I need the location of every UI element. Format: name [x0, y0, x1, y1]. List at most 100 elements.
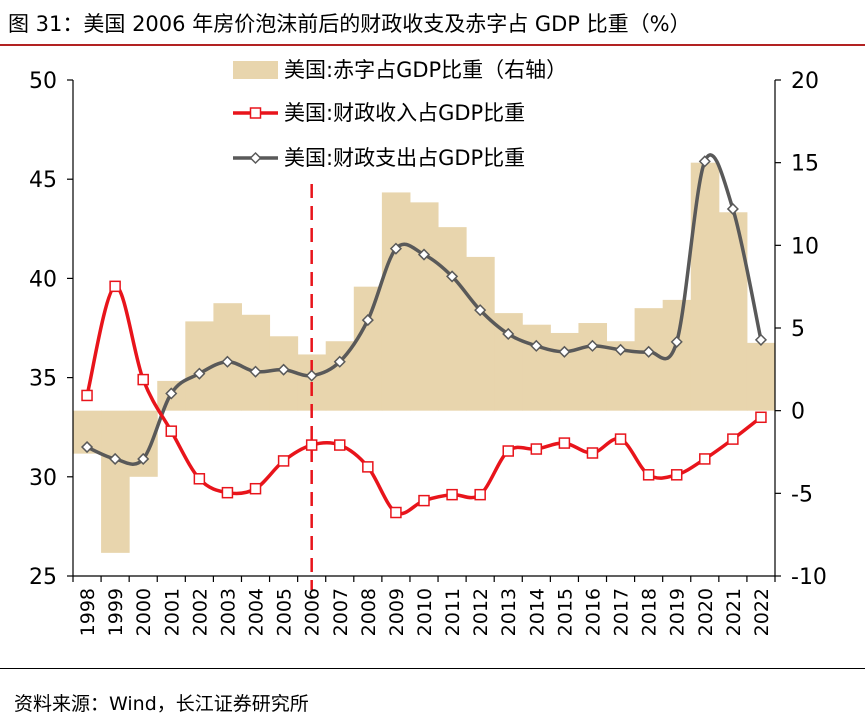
expenditure-point-2009: [389, 242, 402, 255]
revenue-point-2007: [334, 439, 346, 451]
x-tick-label-1999: 1999: [105, 588, 127, 636]
revenue-point-2004: [249, 482, 262, 495]
revenue-point-2001: [165, 425, 178, 437]
deficit-bar-2015: [550, 332, 579, 411]
revenue-point-2019: [670, 469, 683, 481]
revenue-point-2018: [642, 469, 655, 481]
revenue-point-2015: [558, 437, 571, 449]
right-tick-label--10: -10: [791, 565, 827, 590]
source-note: 资料来源：Wind，长江证券研究所: [14, 693, 309, 715]
left-tick-label-50: 50: [29, 69, 57, 94]
revenue-point-2008: [362, 461, 374, 473]
figure-title: 图 31：美国 2006 年房价泡沫前后的财政收支及赤字占 GDP 比重（%）: [8, 12, 691, 36]
revenue-point-2003: [221, 486, 234, 499]
x-tick-label-2010: 2010: [414, 588, 436, 636]
legend-label-revenue: 美国:财政收入占GDP比重: [284, 101, 525, 125]
deficit-bar-2016: [578, 323, 608, 411]
expenditure-point-2013: [502, 327, 515, 341]
deficit-bar-2012: [466, 256, 495, 411]
revenue-point-2017: [614, 433, 627, 445]
right-tick-label-10: 10: [791, 234, 819, 259]
revenue-point-1998: [81, 389, 93, 402]
x-tick-label-2014: 2014: [526, 588, 548, 636]
expenditure-point-2014: [530, 339, 543, 352]
x-tick-label-2000: 2000: [133, 588, 155, 636]
revenue-point-1999: [109, 280, 121, 293]
left-tick-label-35: 35: [29, 367, 57, 392]
legend-label-deficit: 美国:赤字占GDP比重（右轴）: [284, 58, 567, 82]
expenditure-point-2017: [614, 343, 627, 356]
revenue-point-2014: [530, 443, 543, 455]
revenue-point-2020: [699, 453, 711, 465]
expenditure-point-2022: [754, 333, 768, 346]
x-tick-label-2012: 2012: [470, 588, 492, 636]
expenditure-point-2005: [277, 363, 290, 376]
left-tick-label-30: 30: [29, 466, 57, 491]
legend-marker-revenue: [249, 107, 262, 119]
x-tick-label-2015: 2015: [554, 588, 576, 636]
deficit-bar-2019: [662, 299, 692, 411]
x-tick-label-2013: 2013: [498, 588, 520, 636]
x-tick-label-2001: 2001: [161, 588, 183, 636]
deficit-bar-2014: [522, 324, 551, 411]
right-tick-label-15: 15: [791, 152, 819, 177]
left-tick-label-40: 40: [29, 267, 57, 292]
series-lines: [80, 153, 768, 519]
deficit-bar-2020: [690, 162, 720, 411]
footer-rule: [0, 668, 865, 669]
revenue-point-2006: [305, 439, 318, 451]
deficit-bar-2011: [438, 227, 467, 411]
x-tick-label-2008: 2008: [358, 588, 380, 636]
revenue-point-2021: [727, 433, 739, 445]
right-tick-label--5: -5: [791, 482, 813, 507]
revenue-point-2009: [390, 506, 402, 519]
right-tick-label-0: 0: [791, 400, 805, 425]
deficit-bar-2002: [185, 321, 214, 411]
title-rule: [0, 44, 865, 46]
expenditure-point-2010: [417, 248, 431, 261]
expenditure-point-2016: [586, 339, 599, 352]
chart: 25 30 35 40 45 50 -10 -5 0 5 10 15 20 1998 1999 2000 200…: [29, 58, 827, 636]
deficit-bar-2022: [746, 342, 776, 411]
right-tick-label-5: 5: [791, 317, 805, 342]
axes: 25 30 35 40 45 50 -10 -5 0 5 10 15 20 1998 1999 2000 200…: [29, 69, 827, 636]
left-tick-label-45: 45: [29, 168, 57, 193]
expenditure-point-1998: [80, 440, 94, 454]
deficit-bar-1999: [101, 410, 130, 553]
revenue-point-2010: [418, 494, 430, 507]
legend: 美国:赤字占GDP比重（右轴） 美国:财政收入占GDP比重美国:财政支出占GDP比…: [233, 58, 567, 170]
revenue-point-2000: [137, 373, 149, 386]
x-tick-label-2011: 2011: [442, 588, 464, 636]
legend-swatch-deficit: [233, 61, 278, 79]
expenditure-point-2006: [305, 369, 318, 382]
deficit-bar-2004: [241, 314, 271, 411]
revenue-point-2012: [474, 488, 486, 501]
x-tick-label-2017: 2017: [611, 588, 633, 636]
expenditure-point-2012: [474, 304, 487, 317]
x-tick-label-2007: 2007: [330, 588, 352, 636]
x-tick-label-2021: 2021: [723, 588, 745, 636]
x-tick-label-2002: 2002: [189, 588, 211, 636]
x-tick-label-2009: 2009: [386, 588, 408, 636]
expenditure-point-2004: [249, 365, 262, 378]
expenditure-point-2007: [333, 355, 346, 368]
expenditure-point-2008: [361, 314, 374, 327]
x-tick-label-2016: 2016: [582, 588, 604, 636]
deficit-bar-2000: [129, 410, 158, 477]
expenditure-point-2001: [165, 387, 178, 400]
legend-label-expenditure: 美国:财政支出占GDP比重: [284, 146, 525, 170]
revenue-point-2002: [193, 473, 206, 485]
x-tick-label-1998: 1998: [77, 588, 99, 636]
x-tick-label-2022: 2022: [751, 588, 773, 636]
expenditure-point-1999: [109, 452, 122, 466]
x-tick-label-2005: 2005: [274, 588, 296, 636]
x-tick-label-2004: 2004: [246, 588, 268, 636]
expenditure-point-2020: [698, 155, 711, 168]
expenditure-point-2021: [726, 202, 739, 216]
expenditure-point-2003: [221, 355, 234, 368]
x-tick-label-2018: 2018: [639, 588, 661, 636]
deficit-bar-2009: [381, 192, 411, 411]
expenditure-point-2015: [558, 345, 571, 358]
expenditure-point-2002: [193, 367, 206, 380]
x-tick-label-2020: 2020: [695, 588, 717, 636]
